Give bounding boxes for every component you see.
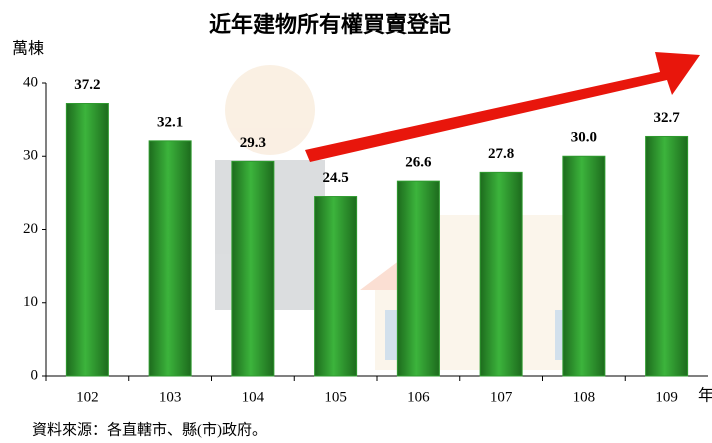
bar	[397, 181, 439, 376]
value-label: 27.8	[488, 146, 514, 162]
value-label: 29.3	[240, 135, 266, 151]
x-tick-label: 108	[573, 389, 596, 405]
value-label: 24.5	[323, 170, 349, 186]
value-label: 30.0	[571, 130, 597, 146]
x-tick-label: 109	[655, 389, 678, 405]
value-label: 32.1	[157, 114, 183, 130]
x-tick-label: 104	[242, 389, 265, 405]
x-tick-label: 106	[407, 389, 430, 405]
x-tick-label: 103	[159, 389, 182, 405]
x-tick-label: 102	[76, 389, 99, 405]
y-tick-label: 30	[23, 148, 38, 164]
bar	[66, 104, 108, 376]
chart-title: 近年建物所有權買賣登記	[209, 12, 451, 37]
bar	[480, 172, 522, 376]
bar	[563, 156, 605, 376]
x-axis-label: 年	[698, 387, 712, 405]
y-axis-label: 萬棟	[12, 40, 44, 58]
y-tick-label: 0	[31, 367, 39, 383]
x-tick-label: 107	[490, 389, 513, 405]
y-tick-label: 20	[23, 221, 38, 237]
chart: 近年建物所有權買賣登記 萬棟 年 資料來源：各直轄市、縣(市)政府。 0 10 20…	[0, 0, 712, 443]
x-tick-label: 105	[324, 389, 347, 405]
y-tick-label: 40	[23, 74, 38, 90]
y-tick-label: 10	[23, 294, 38, 310]
value-label: 37.2	[74, 77, 100, 93]
source-note: 資料來源：各直轄市、縣(市)政府。	[32, 421, 267, 438]
value-label: 26.6	[405, 155, 432, 171]
bar	[315, 197, 357, 376]
bar	[149, 141, 191, 376]
bar	[232, 161, 274, 376]
value-label: 32.7	[654, 110, 681, 126]
bar	[646, 136, 688, 376]
